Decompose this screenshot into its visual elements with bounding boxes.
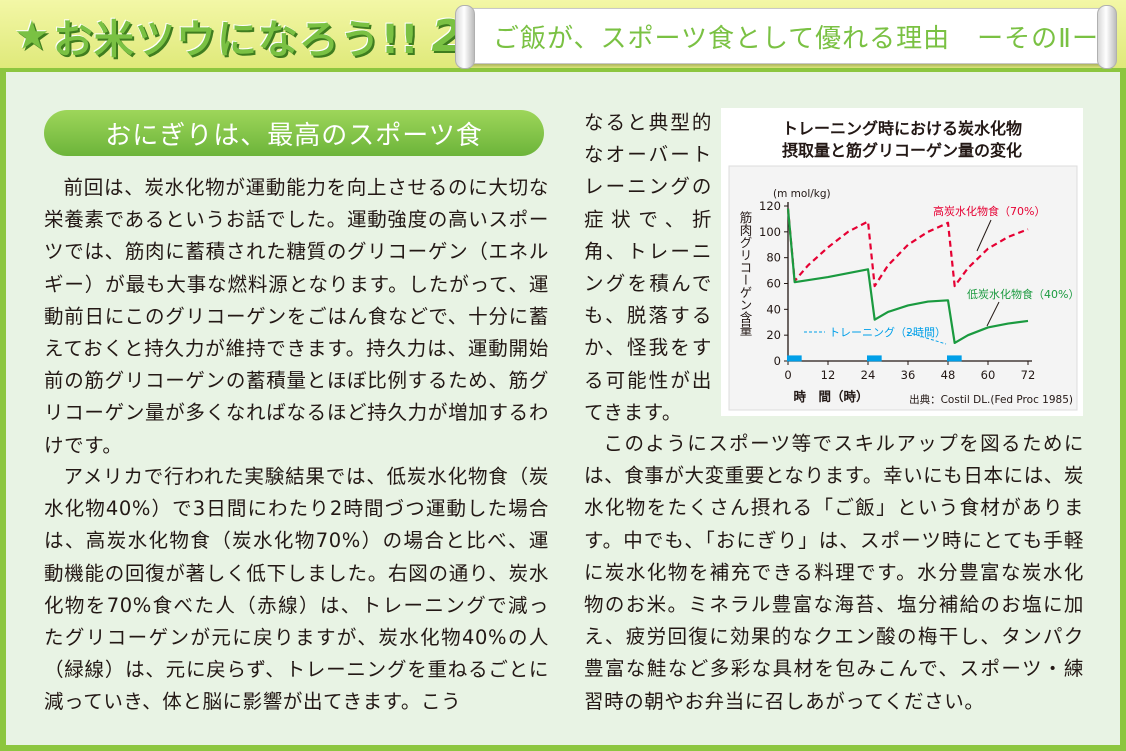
section-heading: おにぎりは、最高のスポーツ食 [44, 110, 544, 156]
y-tick-label: 120 [759, 199, 781, 213]
chart-title-line2: 摂取量と筋グリコーゲン量の変化 [782, 141, 1022, 160]
y-unit-label: (m mol/kg) [773, 188, 831, 200]
y-tick-label: 0 [774, 354, 781, 368]
x-tick-label: 0 [784, 368, 791, 382]
series-title: ★ お米ツウになろう!! 22 [14, 6, 495, 66]
chart-title-line1: トレーニング時における炭水化物 [782, 119, 1022, 138]
training-label: トレーニング（2時間） [829, 325, 946, 339]
subtitle-scroll-banner: ご飯が、スポーツ食として優れる理由 ーそのⅡー [455, 5, 1117, 69]
y-tick-label: 20 [766, 328, 781, 342]
x-tick-label: 48 [941, 368, 956, 382]
high-carb-legend-label: 高炭水化物食（70%） [933, 204, 1045, 218]
subtitle: ご飯が、スポーツ食として優れる理由 ーそのⅡー [493, 23, 1099, 54]
plot-background [728, 165, 1078, 411]
paragraph-narrow-column: なると典型的なオーバートレーニングの症状で、折角、トレーニングを積んでも、脱落す… [584, 111, 712, 424]
x-tick-label: 36 [901, 368, 916, 382]
training-bars [787, 331, 962, 362]
y-axis-label: 筋肉グリコーゲン含量 [738, 210, 753, 336]
chart-source: 出典：Costil DL.(Fed Proc 1985) [909, 393, 1073, 406]
chart-series [786, 208, 1029, 345]
training-bar [947, 355, 962, 362]
training-bar [867, 355, 882, 362]
x-axis-label: 時 間（時） [793, 389, 868, 404]
low-carb-pointer [986, 301, 1000, 327]
glycogen-chart: トレーニング時における炭水化物 摂取量と筋グリコーゲン量の変化 (m mol/k… [721, 108, 1083, 416]
high-carb-pointer [976, 219, 992, 252]
y-tick-label: 60 [766, 277, 781, 291]
chart-svg: トレーニング時における炭水化物 摂取量と筋グリコーゲン量の変化 (m mol/k… [728, 119, 1079, 411]
x-tick-label: 60 [981, 368, 996, 382]
training-connector-right [906, 331, 947, 345]
y-tick-label: 80 [766, 251, 781, 265]
star-icon: ★ [14, 13, 51, 59]
high-carb-line [786, 208, 1029, 288]
paragraph-1: 前回は、炭水化物が運動能力を向上させるのに大切な栄養素であるというお話でした。運… [44, 176, 549, 457]
low-carb-line [786, 208, 1029, 345]
x-tick-label: 24 [861, 368, 876, 382]
series-title-text: お米ツウになろう!! [52, 17, 420, 63]
y-tick-label: 100 [759, 225, 781, 239]
paragraph-2: アメリカで行われた実験結果では、低炭水化物食（炭水化物40%）で3日間にわたり2… [44, 465, 549, 714]
x-tick-label: 12 [821, 368, 836, 382]
chart-axes: 0 20 40 60 80 100 120 0 12 24 36 48 60 72 [759, 199, 1035, 382]
paragraph-3: このようにスポーツ等でスキルアップを図るためには、食事が大変重要となります。幸い… [584, 432, 1084, 713]
training-bar [787, 355, 802, 362]
y-tick-label: 40 [766, 302, 781, 316]
header-band: ★ お米ツウになろう!! 22 ご飯が、スポーツ食として優れる理由 ーそのⅡー [0, 0, 1126, 72]
low-carb-legend-label: 低炭水化物食（40%） [967, 287, 1079, 301]
x-tick-label: 72 [1021, 368, 1036, 382]
